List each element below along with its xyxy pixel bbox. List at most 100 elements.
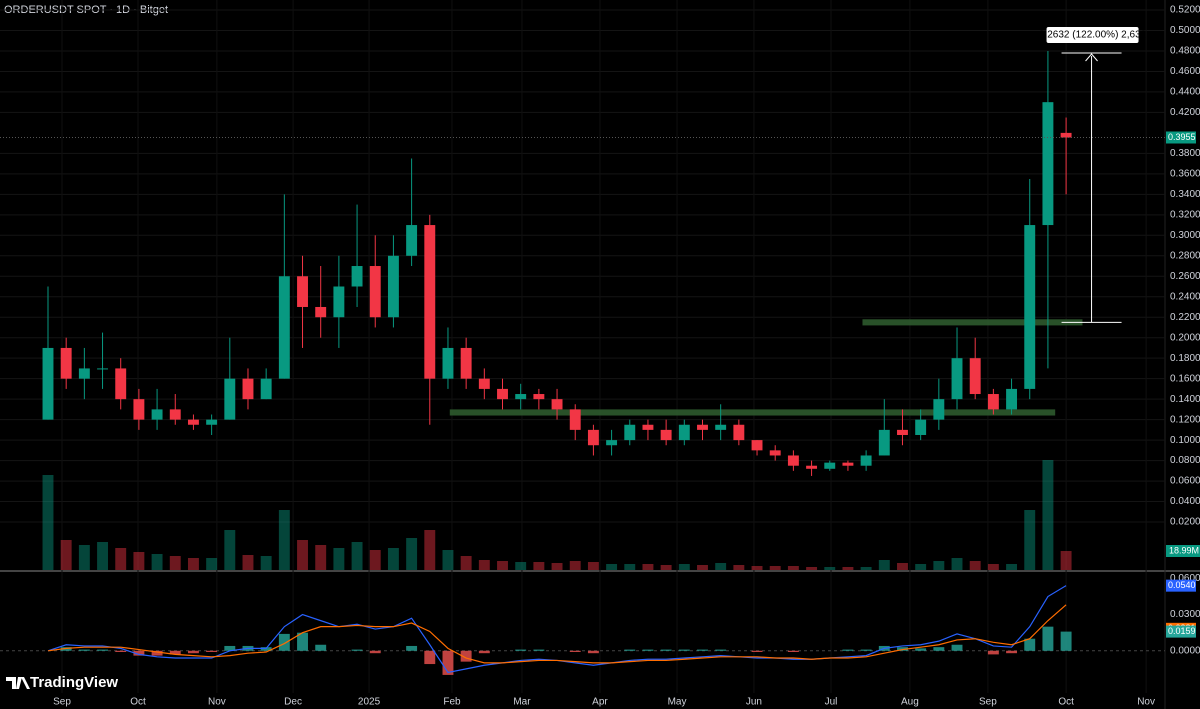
macd-line — [47, 604, 1067, 664]
volume-bar — [406, 538, 418, 570]
volume-bar — [1006, 564, 1018, 570]
volume-bar — [151, 554, 163, 570]
volume-bar — [878, 560, 890, 570]
candle-body — [751, 440, 763, 451]
candle-body — [624, 424, 636, 441]
volume-bar — [242, 555, 254, 570]
y-tick-label: 0.4400 — [1170, 87, 1200, 98]
volume-bar — [951, 558, 963, 570]
x-tick-label: 2025 — [358, 697, 381, 708]
y-tick-label: 0.1600 — [1170, 373, 1200, 384]
candle-body — [533, 394, 545, 400]
x-tick-label: Jul — [825, 697, 838, 708]
volume-bar — [97, 542, 108, 570]
macd-histogram-bar — [78, 649, 90, 651]
macd-histogram-bar — [624, 649, 636, 651]
macd-histogram-bar — [315, 644, 327, 651]
volume-bar — [78, 545, 90, 570]
y-tick-label: 0.3200 — [1170, 209, 1200, 220]
volume-bar — [987, 564, 999, 570]
y-tick-label: 0.1000 — [1170, 435, 1200, 446]
macd-histogram-bar — [1006, 650, 1018, 654]
macd-histogram-bar — [951, 644, 963, 651]
candle-body — [933, 399, 945, 420]
x-tick-label: Mar — [513, 697, 531, 708]
macd-histogram-bar — [515, 649, 527, 651]
macd-histogram-bar — [751, 650, 763, 652]
candle-body — [297, 276, 308, 307]
candle-body — [642, 424, 654, 430]
volume-bar — [460, 556, 472, 570]
candle-body — [1060, 132, 1072, 138]
support-zone — [449, 409, 1056, 416]
macd-histogram-bar — [1042, 626, 1054, 651]
candle-body — [915, 419, 927, 435]
candle-body — [515, 394, 527, 400]
volume-bar — [387, 548, 399, 570]
candle-body — [715, 424, 727, 430]
candle-body — [878, 429, 890, 456]
candle-body — [842, 462, 854, 466]
y-tick-label: 0.0200 — [1170, 517, 1200, 528]
y-tick-label: 0.1200 — [1170, 414, 1200, 425]
measure-arrow — [1085, 53, 1098, 62]
candle-body — [1024, 225, 1036, 389]
volume-bar — [60, 540, 72, 570]
y-tick-label: 0.2000 — [1170, 332, 1200, 343]
volume-bar — [733, 565, 745, 570]
macd-histogram-bar — [406, 645, 418, 651]
macd-histogram-bar — [697, 649, 708, 651]
macd-histogram-bar — [787, 650, 799, 652]
y-tick-label: 0.5000 — [1170, 25, 1200, 36]
candle-body — [187, 419, 199, 425]
volume-bar — [933, 561, 945, 570]
volume-bar — [278, 510, 290, 570]
volume-bar — [42, 475, 54, 570]
macd-histogram-bar — [933, 647, 945, 651]
volume-bar — [824, 567, 836, 570]
volume-bar — [969, 561, 981, 570]
volume-bar — [642, 564, 654, 570]
x-tick-label: Sep — [979, 697, 997, 708]
x-tick-label: May — [668, 697, 687, 708]
macd-histogram-bar — [715, 649, 727, 651]
candle-body — [787, 455, 799, 466]
macd-histogram-bar — [915, 648, 927, 651]
candle-body — [97, 368, 108, 370]
candle-body — [460, 347, 472, 379]
macd-histogram-bar — [351, 649, 363, 651]
x-tick-label: Dec — [284, 697, 302, 708]
macd-tick-label: 0.0300 — [1170, 609, 1200, 620]
volume-bar — [533, 562, 545, 570]
measure-label: 0.2632 (122.00%) 2,632 — [1039, 30, 1147, 41]
last-price-label: 0.3955 — [1168, 132, 1196, 142]
volume-bar — [351, 542, 363, 570]
candle-body — [206, 419, 218, 425]
macd-last-label: 0.0540 — [1168, 580, 1196, 590]
candle-body — [678, 424, 690, 441]
y-tick-label: 0.4200 — [1170, 107, 1200, 118]
macd-tick-label: 0.0600 — [1170, 573, 1200, 584]
candle-body — [278, 276, 290, 379]
macd-histogram-bar — [278, 633, 290, 651]
volume-bar — [806, 567, 818, 570]
volume-bar — [715, 563, 727, 570]
y-tick-label: 0.2800 — [1170, 250, 1200, 261]
macd-histogram-bar — [442, 650, 454, 675]
volume-label: 18.99M — [1169, 545, 1199, 555]
macd-histogram-bar — [860, 649, 872, 651]
volume-bar — [697, 565, 708, 570]
y-tick-label: 0.0600 — [1170, 476, 1200, 487]
y-tick-label: 0.2200 — [1170, 312, 1200, 323]
candle-body — [442, 347, 454, 379]
histogram-tag — [1166, 625, 1196, 638]
y-tick-label: 0.3400 — [1170, 189, 1200, 200]
volume-bar — [915, 564, 927, 570]
macd-histogram-bar — [297, 632, 308, 651]
volume-bar — [515, 562, 527, 570]
macd-histogram-bar — [369, 650, 381, 654]
x-tick-label: Feb — [443, 697, 461, 708]
candle-body — [387, 255, 399, 318]
macd-histogram-bar — [460, 650, 472, 662]
